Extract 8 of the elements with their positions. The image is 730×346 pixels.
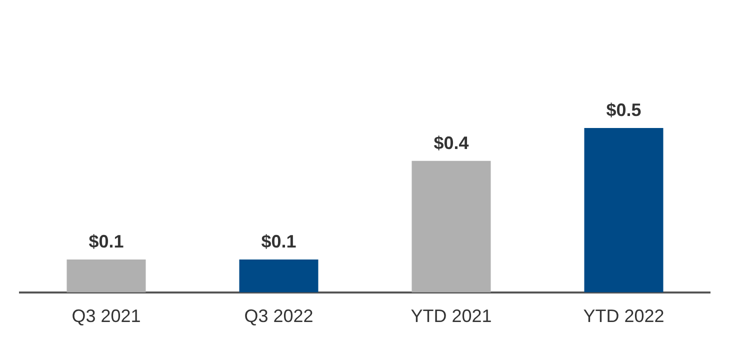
data-label: $0.1 xyxy=(88,231,124,252)
data-label: $0.5 xyxy=(606,100,642,120)
data-label: $0.1 xyxy=(261,231,296,252)
data-label: $0.4 xyxy=(434,132,469,153)
x-tick-label: YTD 2021 xyxy=(410,306,492,326)
x-tick-label: Q3 2022 xyxy=(244,306,314,326)
x-tick-label: Q3 2021 xyxy=(72,306,141,326)
x-tick-label: YTD 2022 xyxy=(583,306,664,326)
